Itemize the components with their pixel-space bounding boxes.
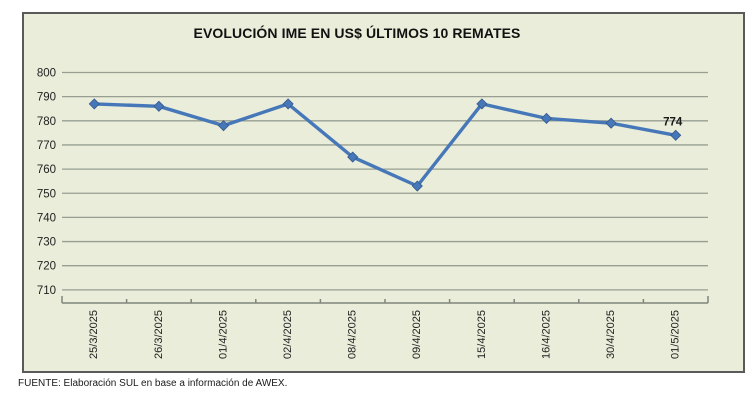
data-point-marker bbox=[347, 151, 359, 163]
data-point-marker bbox=[411, 180, 423, 192]
data-point-marker bbox=[476, 98, 488, 110]
data-point-marker bbox=[605, 117, 617, 129]
y-tick-label: 790 bbox=[37, 92, 56, 104]
x-tick-label: 25/3/2025 bbox=[88, 310, 100, 359]
data-point-marker bbox=[540, 112, 553, 124]
y-tick-label: 730 bbox=[37, 237, 56, 249]
x-tick-label: 01/4/2025 bbox=[217, 310, 229, 359]
x-tick-label: 01/5/2025 bbox=[670, 310, 682, 359]
data-point-marker bbox=[282, 98, 294, 110]
x-tick-label: 26/3/2025 bbox=[153, 310, 165, 359]
y-tick-label: 800 bbox=[37, 68, 56, 80]
y-tick-label: 760 bbox=[37, 164, 56, 176]
x-tick-label: 30/4/2025 bbox=[605, 310, 617, 359]
source-note: FUENTE: Elaboración SUL en base a inform… bbox=[18, 378, 288, 389]
last-point-data-label: 774 bbox=[663, 116, 683, 128]
y-tick-label: 720 bbox=[37, 261, 56, 273]
data-line bbox=[92, 102, 678, 188]
y-tick-label: 750 bbox=[37, 188, 56, 200]
data-point-marker bbox=[153, 100, 165, 112]
y-tick-label: 780 bbox=[37, 116, 56, 128]
data-point-marker bbox=[670, 129, 682, 141]
data-point-marker bbox=[88, 98, 100, 110]
y-tick-label: 740 bbox=[37, 212, 56, 224]
x-tick-label: 16/4/2025 bbox=[540, 310, 552, 359]
x-tick-label: 02/4/2025 bbox=[282, 310, 294, 359]
x-tick-label: 09/4/2025 bbox=[411, 310, 423, 359]
x-tick-label: 08/4/2025 bbox=[347, 310, 359, 359]
y-tick-label: 710 bbox=[37, 285, 56, 297]
x-tick-label: 15/4/2025 bbox=[476, 310, 488, 359]
chart-title: EVOLUCIÓN IME EN US$ ÚLTIMOS 10 REMATES bbox=[193, 25, 521, 41]
y-tick-label: 770 bbox=[37, 140, 56, 152]
data-point-marker bbox=[217, 120, 230, 132]
